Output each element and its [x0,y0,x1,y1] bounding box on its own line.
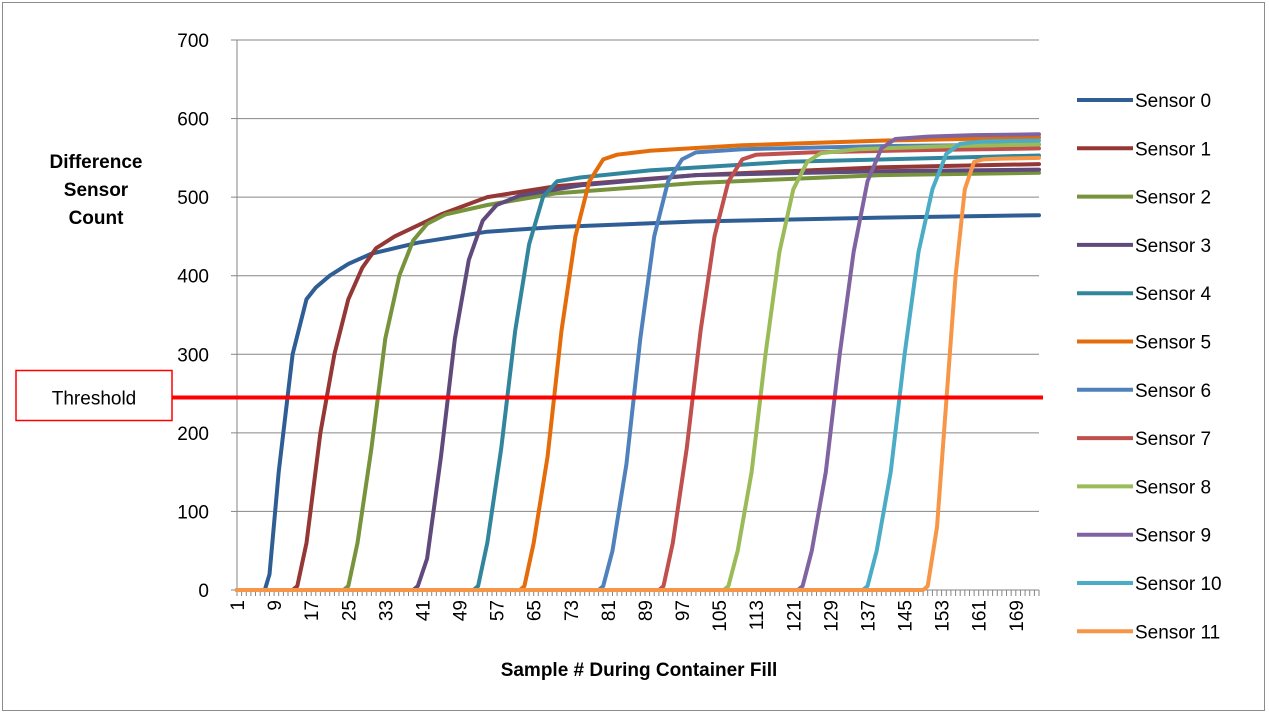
x-tick-label: 161 [970,600,991,632]
legend-label: Sensor 11 [1135,622,1220,643]
x-tick-label: 25 [339,600,360,621]
x-tick-label: 49 [451,600,472,621]
legend-label: Sensor 5 [1135,333,1211,354]
legend-label: Sensor 4 [1135,284,1211,305]
x-tick-label: 137 [858,600,879,632]
series-line-sensor-8 [235,142,1041,592]
x-tick-label: 65 [525,600,546,621]
x-tick-label: 81 [599,600,620,621]
y-tick-label: 100 [177,502,209,523]
y-tick-label: 500 [177,188,209,209]
legend-label: Sensor 6 [1135,381,1211,402]
axes: 0 100 200 300 400 500 600 700 1 9 17 25 33 41 49 57 65 73… [177,31,1040,632]
y-tick-label: 0 [198,581,209,602]
x-tick-label: 145 [896,600,917,632]
legend-label: Sensor 9 [1135,526,1211,547]
threshold-annotation: Threshold [15,369,1043,422]
x-tick-label: 129 [821,600,842,632]
threshold-label-box [15,369,173,422]
x-tick-label: 169 [1007,600,1028,632]
x-tick-label: 57 [488,600,509,621]
series-line-sensor-9 [235,132,1041,592]
y-axis-title-line: Count [69,208,125,229]
x-tick-label: 113 [747,600,768,630]
legend-label: Sensor 8 [1135,477,1211,498]
x-tick-label: 9 [265,600,286,611]
threshold-label: Threshold [52,389,137,410]
series-line-sensor-10 [235,138,1041,592]
x-tick-label: 89 [636,600,657,621]
x-tick-label: 105 [710,600,731,632]
y-axis-title-line: Sensor [64,180,129,201]
legend-label: Sensor 10 [1135,574,1222,595]
series-lines [235,132,1041,592]
y-tick-label: 400 [177,267,209,288]
series-line-sensor-0 [235,213,1041,592]
x-tick-label: 33 [376,600,397,621]
legend: Sensor 0 Sensor 1 Sensor 2 Sensor 3 Sensor 4… [1077,91,1222,643]
x-tick-label: 17 [302,600,323,621]
x-tick-marks [236,590,1040,596]
legend-label: Sensor 1 [1135,139,1211,160]
y-tick-label: 200 [177,424,209,445]
y-tick-label: 600 [177,110,209,131]
series-line-sensor-5 [235,135,1041,592]
y-axis-title-line: Difference [50,152,143,173]
series-line-sensor-11 [235,155,1041,592]
x-tick-label: 97 [673,600,694,621]
x-tick-label: 121 [784,600,805,632]
x-tick-label: 73 [562,600,583,621]
series-line-sensor-4 [235,153,1041,592]
legend-label: Sensor 3 [1135,236,1211,257]
legend-label: Sensor 2 [1135,188,1211,209]
gridlines [237,39,1039,512]
y-tick-label: 700 [177,31,209,52]
x-tick-label: 153 [933,600,954,632]
legend-label: Sensor 0 [1135,91,1211,112]
series-line-sensor-3 [235,167,1041,592]
series-line-sensor-7 [235,146,1041,592]
x-axis-title: Sample # During Container Fill [501,660,778,681]
x-tick-label: 1 [228,600,249,611]
x-tick-label: 41 [413,600,434,621]
y-axis-title: Difference Sensor Count [50,152,143,229]
y-tick-label: 300 [177,345,209,366]
series-line-sensor-6 [235,142,1041,592]
legend-label: Sensor 7 [1135,429,1211,450]
series-line-sensor-2 [235,170,1041,592]
